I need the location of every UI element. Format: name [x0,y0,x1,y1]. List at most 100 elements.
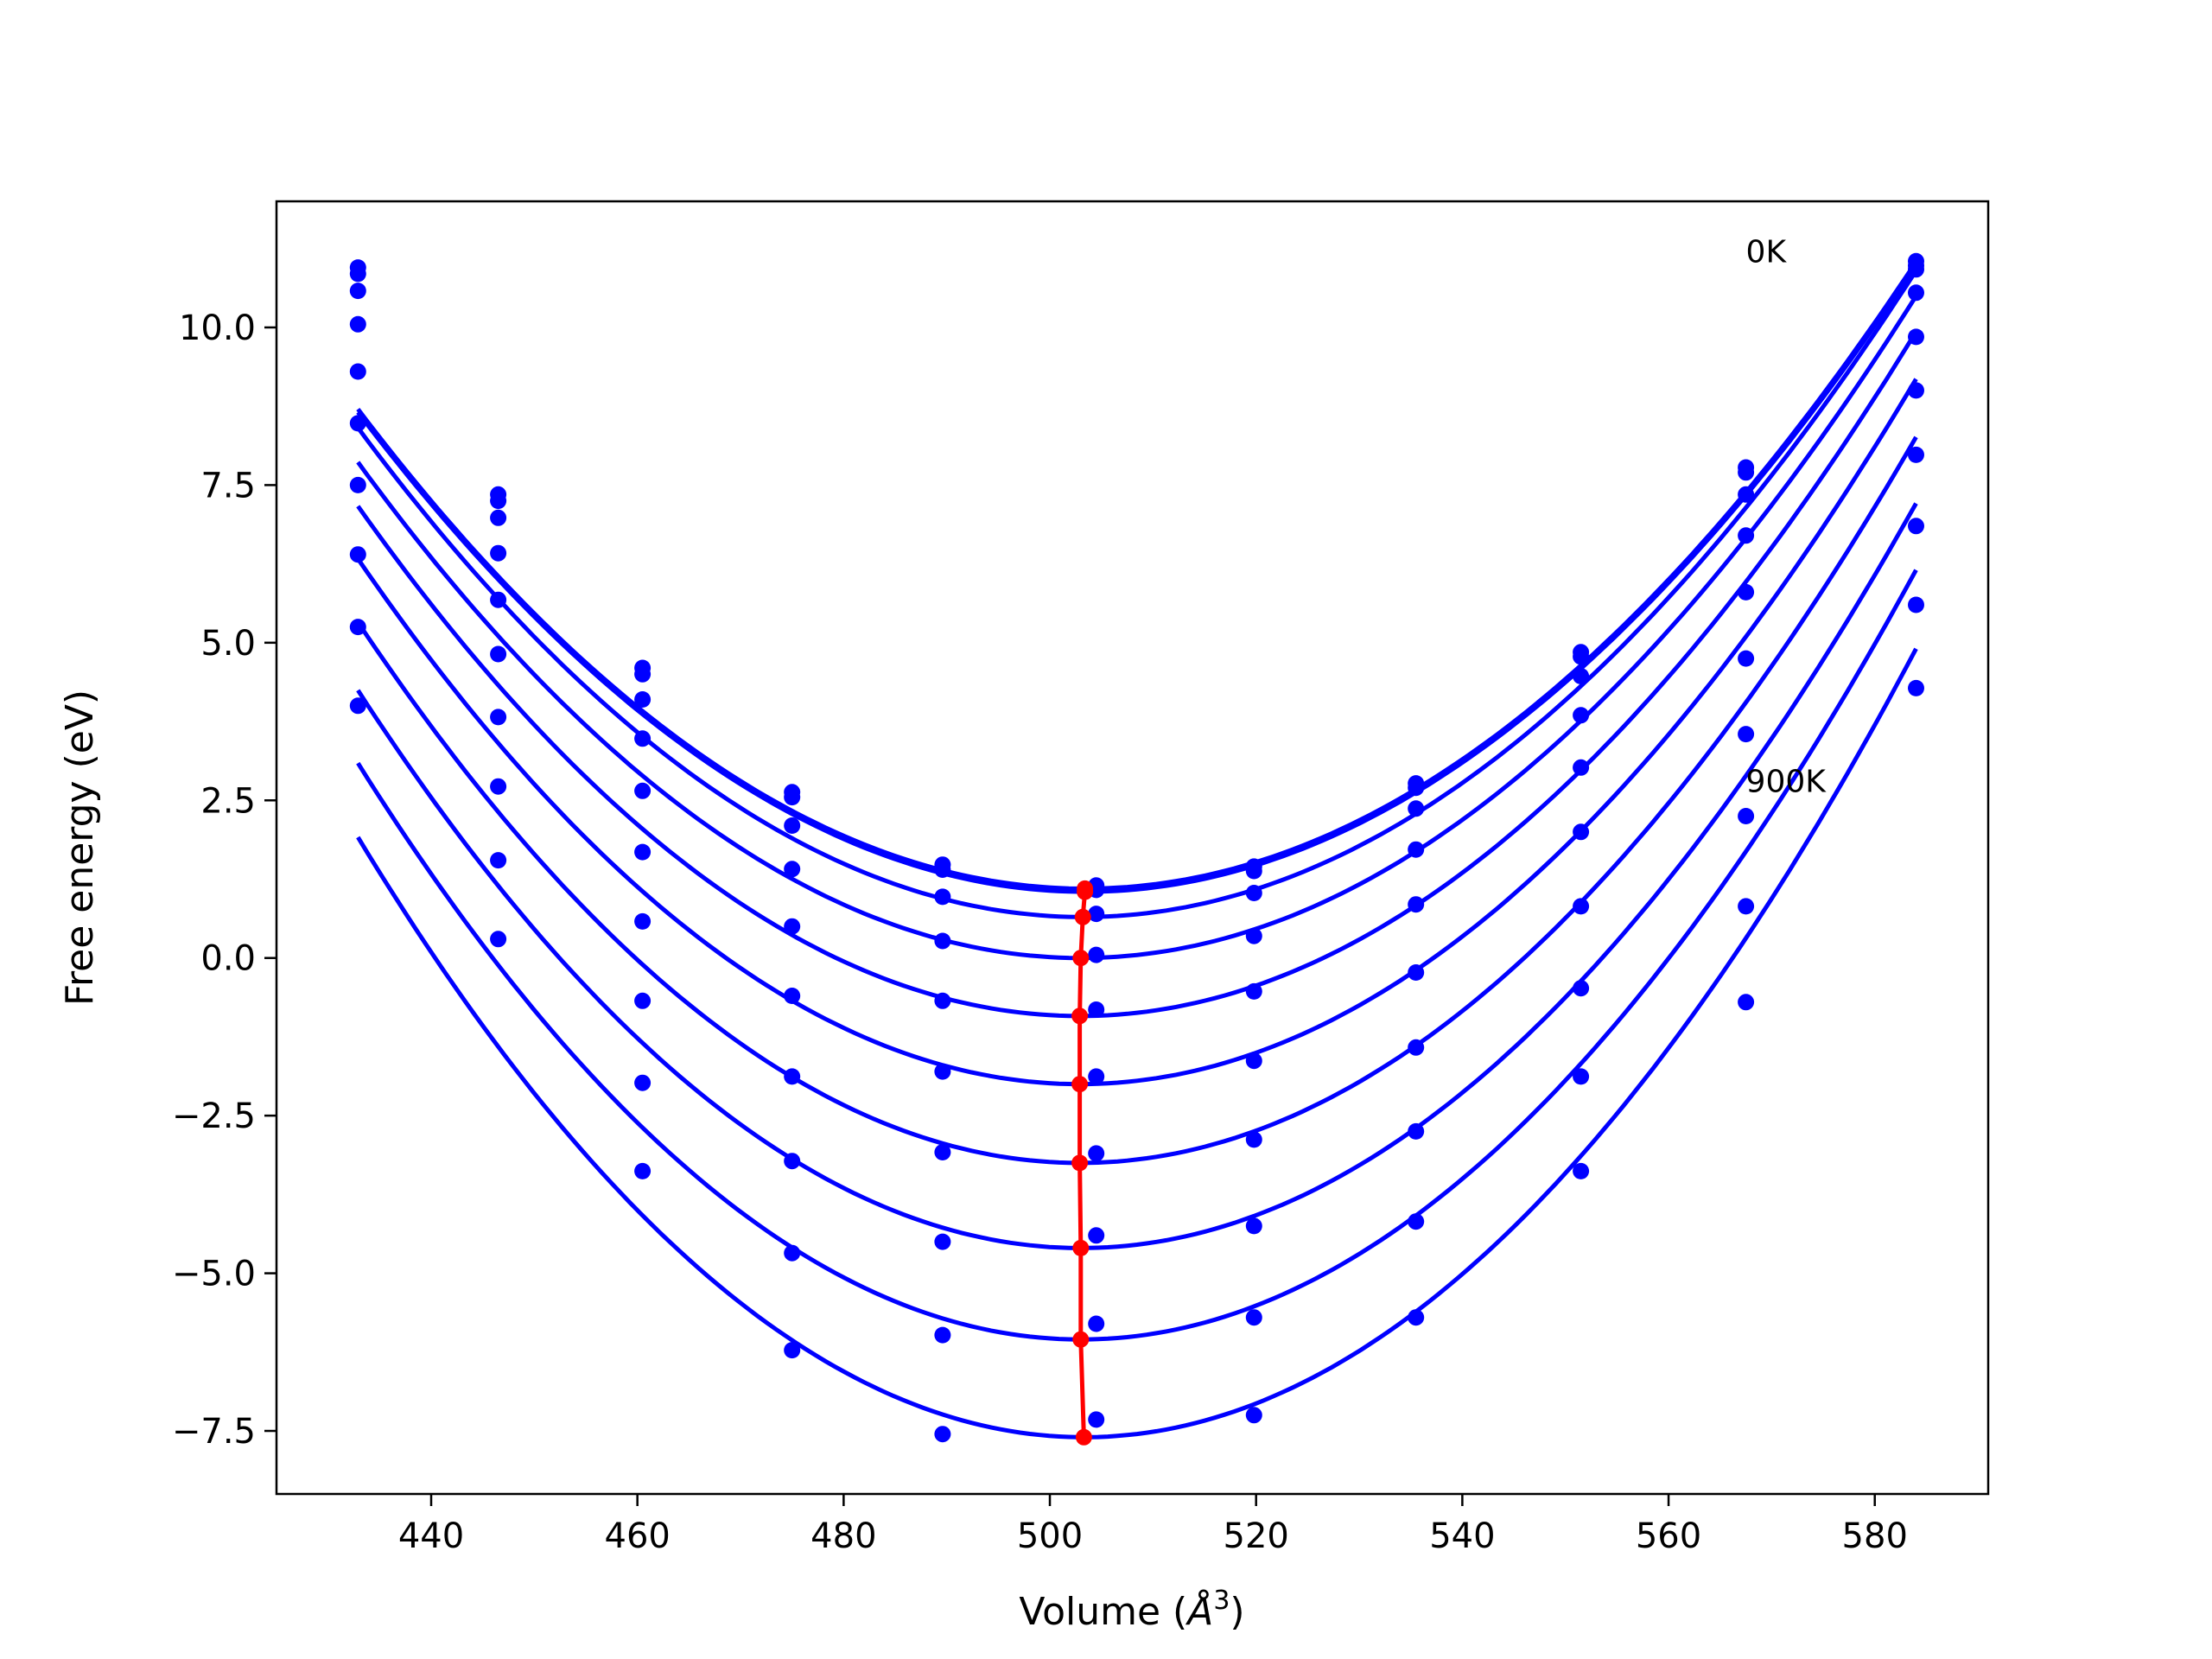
data-point [634,843,652,861]
y-tick-label: 5.0 [200,624,256,664]
data-point [1908,518,1924,535]
temperature-annotation: 900K [1746,764,1827,799]
data-point [934,992,951,1009]
data-point [934,932,951,950]
minimum-point [1071,1007,1089,1025]
data-point [349,415,366,432]
data-point [634,992,652,1009]
data-point [634,782,652,799]
data-point [634,912,652,930]
data-point [1573,668,1590,684]
data-point [1573,648,1590,665]
data-point [1245,927,1262,944]
data-point [784,1068,801,1085]
data-point [1908,596,1924,613]
data-point [1245,1407,1262,1424]
data-point [1408,1309,1425,1326]
data-point [934,1326,951,1344]
data-point [349,363,366,380]
data-point [934,861,951,878]
fit-curve [356,569,1918,1342]
data-point [1408,800,1425,817]
y-tick-label: −7.5 [172,1412,256,1452]
data-point [1908,328,1924,346]
data-point [1245,1052,1262,1070]
data-point [1245,885,1262,901]
data-point [1088,1145,1105,1162]
data-point [1738,898,1755,915]
y-axis-label: Free energy (eV) [58,690,102,1006]
data-point [1908,679,1924,696]
data-point [349,265,366,283]
fit-curve [356,502,1918,1250]
data-point [1245,862,1262,880]
data-point [634,1074,652,1091]
data-point [1088,906,1105,923]
data-point [1088,1068,1105,1085]
minimum-point [1075,1428,1092,1446]
data-point [1408,964,1425,981]
data-point [784,988,801,1004]
data-point [934,888,951,906]
y-tick-label: −2.5 [172,1096,256,1136]
data-point [1738,486,1755,503]
data-point [934,1233,951,1250]
minimum-point [1077,883,1094,900]
data-point [349,476,366,493]
data-point [1088,1315,1105,1332]
data-point [1088,1227,1105,1244]
y-tick-label: −5.0 [172,1255,256,1294]
data-point [349,546,366,563]
minimum-point [1072,1331,1090,1348]
data-point [1908,382,1924,399]
minimum-point [1071,1076,1089,1093]
fit-curve [356,647,1918,1440]
data-point [784,861,801,878]
data-point [1088,1001,1105,1018]
data-points [349,252,1924,1443]
data-point [490,709,507,726]
fit-curve [356,435,1918,1166]
x-tick-label: 500 [1017,1516,1083,1556]
data-point [784,1342,801,1359]
data-point [1088,1411,1105,1428]
data-point [1245,1217,1262,1235]
data-point [1738,527,1755,544]
plot-frame [275,200,1990,1496]
data-point [490,852,507,869]
data-point [490,931,507,948]
data-point [490,544,507,562]
temperature-annotation: 0K [1746,234,1788,270]
fit-curve [356,378,1918,1087]
data-point [784,1153,801,1170]
data-point [1408,779,1425,797]
data-point [1245,982,1262,1000]
data-point [349,315,366,333]
data-point [1088,946,1105,963]
x-tick-label: 540 [1429,1516,1495,1556]
data-point [1573,823,1590,841]
data-point [1573,980,1590,997]
fit-curve [356,269,1918,919]
data-point [634,691,652,708]
y-tick-label: 2.5 [200,781,256,821]
data-point [1738,650,1755,667]
fit-curve [356,264,1918,894]
data-point [1573,1162,1590,1179]
data-point [1908,446,1924,463]
data-point [349,283,366,300]
minimum-line [1071,880,1094,1446]
annotations: 0K 900K [1746,234,1827,799]
data-point [1408,1213,1425,1230]
data-point [784,918,801,935]
data-point [1573,759,1590,776]
minimum-point [1071,1154,1089,1172]
data-point [490,509,507,526]
data-point [634,1162,652,1179]
data-point [934,1144,951,1160]
data-point [490,645,507,663]
data-point [1738,464,1755,481]
fit-curve [356,330,1918,1019]
